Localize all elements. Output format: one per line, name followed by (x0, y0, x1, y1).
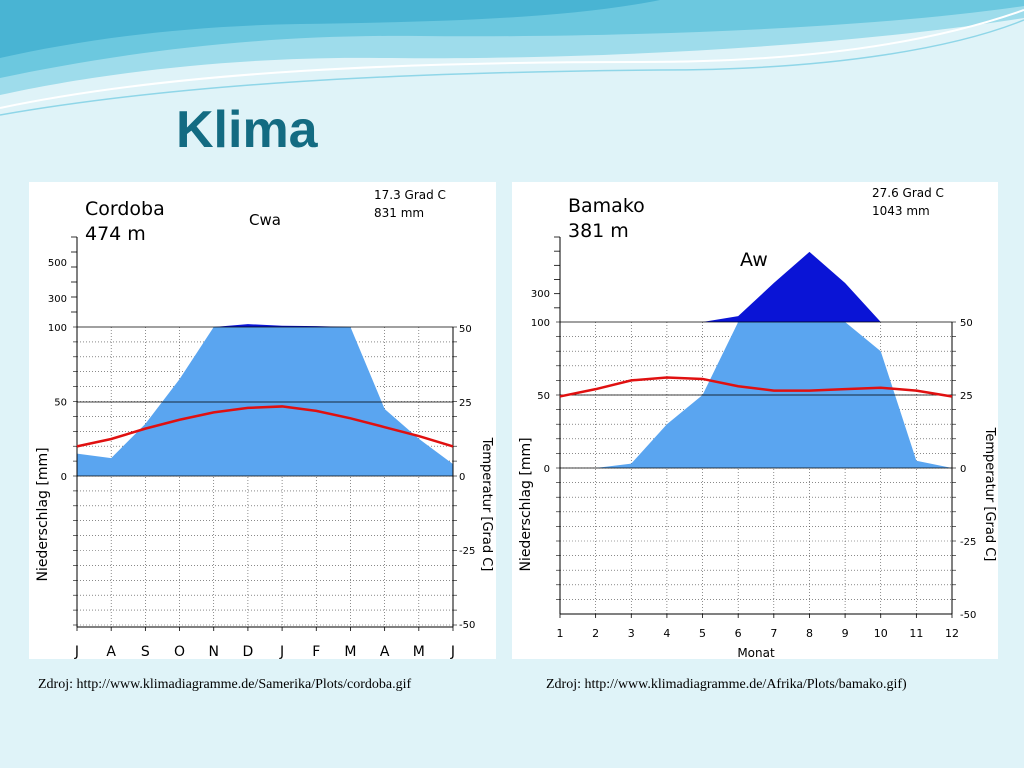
temperature-line (76, 405, 454, 448)
source-caption-cordoba: Zdroj: http://www.klimadiagramme.de/Same… (38, 677, 412, 692)
left-tick-label: 0 (61, 472, 67, 483)
precipitation-excess-area (560, 251, 952, 322)
month-label: 1 (557, 627, 564, 640)
right-tick-label: -50 (960, 610, 976, 621)
climate-chart-bamako: 300 100 50 0 50 25 0 -25 -50 1 2 3 4 5 6 7 8 9 10 11 12 Monat… (512, 182, 998, 659)
left-axis-title: Niederschlag [mm] (35, 447, 51, 581)
precipitation-area (77, 327, 453, 476)
left-tick-label: 100 (531, 318, 550, 329)
month-label: N (208, 644, 218, 659)
left-tick-label: 100 (48, 323, 67, 334)
month-label: M (344, 644, 356, 659)
temperature-line (559, 376, 953, 398)
mean-temperature: 17.3 Grad C (374, 188, 446, 202)
month-label: 7 (770, 627, 777, 640)
left-tick-label: 300 (48, 294, 67, 305)
month-label: D (243, 644, 254, 659)
month-label: J (450, 644, 455, 659)
month-label: A (106, 644, 116, 659)
right-axis-title: Temperatur [Grad C] (982, 427, 997, 562)
month-label: F (312, 644, 320, 659)
precipitation-excess-area (77, 324, 453, 327)
background-waves (0, 0, 1024, 116)
slide-title: Klima (176, 101, 318, 159)
left-tick-label: 0 (544, 464, 550, 475)
left-axis-title: Niederschlag [mm] (518, 437, 534, 571)
wave-line (0, 9, 1024, 109)
month-label: M (413, 644, 425, 659)
month-label: 2 (592, 627, 599, 640)
right-tick-label: 50 (960, 318, 973, 329)
station-elevation: 381 m (568, 220, 629, 242)
station-name: Cordoba (85, 198, 165, 220)
right-tick-label: 25 (960, 391, 973, 402)
annual-precipitation: 831 mm (374, 206, 424, 220)
mean-temperature: 27.6 Grad C (872, 186, 944, 200)
source-caption-bamako: Zdroj: http://www.klimadiagramme.de/Afri… (546, 677, 907, 692)
left-tick-label: 300 (531, 289, 550, 300)
month-label: 9 (842, 627, 849, 640)
month-label: 11 (909, 627, 923, 640)
left-tick-label: 50 (54, 398, 67, 409)
month-label: 6 (735, 627, 742, 640)
right-tick-label: 50 (459, 324, 472, 335)
wave-line (0, 19, 1024, 116)
right-tick-label: 0 (459, 472, 465, 483)
climate-chart-cordoba: 500 300 100 50 0 50 25 0 -25 -50 J A S O N D J F M A M J Niede… (29, 182, 496, 659)
month-label: O (174, 644, 185, 659)
month-label: 12 (945, 627, 959, 640)
month-label: 8 (806, 627, 813, 640)
month-label: A (380, 644, 390, 659)
station-elevation: 474 m (85, 223, 146, 245)
right-axis-title: Temperatur [Grad C] (479, 437, 494, 572)
left-tick-label: 500 (48, 258, 67, 269)
month-label: J (279, 644, 284, 659)
left-tick-label: 50 (537, 391, 550, 402)
month-label: 5 (699, 627, 706, 640)
station-name: Bamako (568, 195, 645, 217)
right-tick-label: -50 (459, 620, 475, 631)
right-tick-label: 0 (960, 464, 966, 475)
month-label: 3 (628, 627, 635, 640)
month-label: S (141, 644, 150, 659)
month-label: J (74, 644, 79, 659)
climate-class: Aw (740, 249, 768, 271)
month-label: 4 (663, 627, 670, 640)
right-tick-label: -25 (459, 546, 475, 557)
month-label: 10 (874, 627, 888, 640)
wave-band-dark (0, 0, 660, 58)
right-tick-label: 25 (459, 398, 472, 409)
annual-precipitation: 1043 mm (872, 204, 930, 218)
right-tick-label: -25 (960, 537, 976, 548)
x-axis-title: Monat (737, 646, 775, 659)
climate-class: Cwa (249, 211, 281, 229)
